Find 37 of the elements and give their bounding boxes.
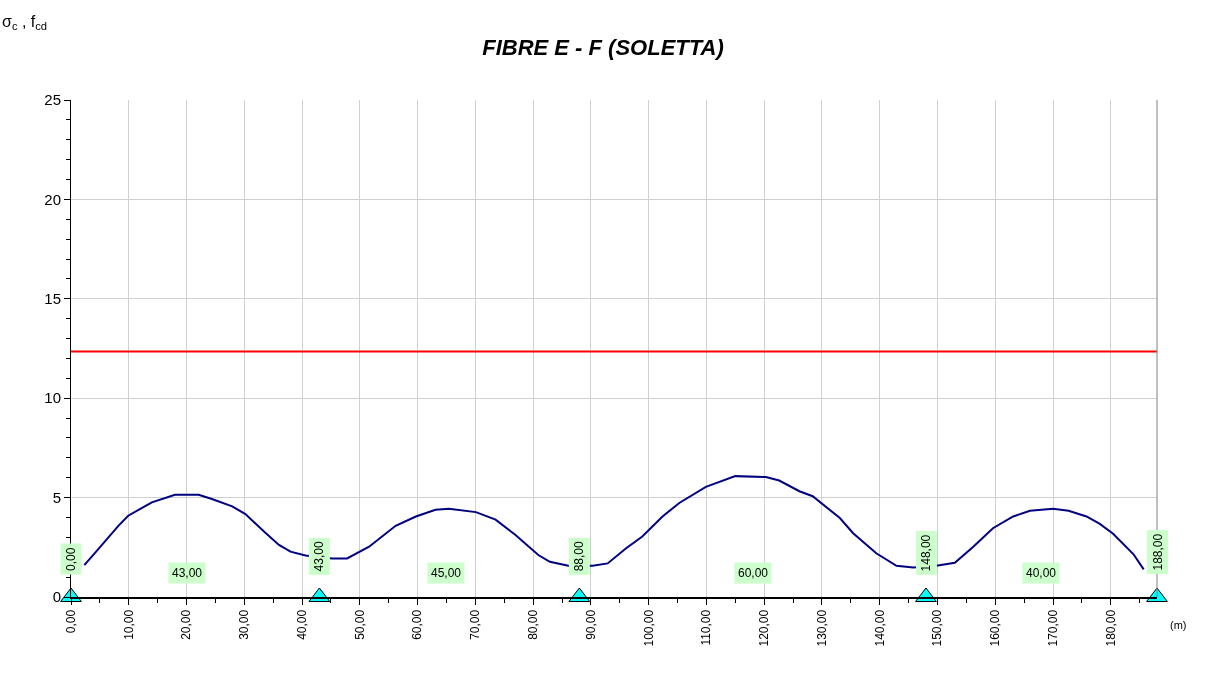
annotation: 40,00 [1026, 566, 1057, 580]
x-tick-label: 30,00 [237, 609, 252, 640]
x-tick-label: 110,00 [699, 609, 714, 646]
x-tick-label: 80,00 [526, 609, 541, 640]
annotation: 60,00 [738, 566, 769, 580]
x-tick-label: 0,00 [63, 609, 78, 634]
x-tick-label: 140,00 [872, 609, 887, 647]
annotation: 0,00 [64, 547, 78, 571]
annotation: 148,00 [919, 534, 934, 572]
y-tick-label: 15 [44, 290, 61, 308]
y-tick-label: 25 [44, 91, 61, 109]
x-tick-label: 160,00 [988, 609, 1003, 647]
x-tick-label: 40,00 [294, 609, 309, 640]
annotation: 45,00 [431, 566, 462, 580]
x-tick-label: 150,00 [930, 609, 945, 647]
x-axis-title: (m) [1170, 619, 1187, 631]
text: σ$_{c}$ , f$_{cd}$ [2, 13, 48, 33]
annotation: 188,00 [1150, 533, 1165, 571]
chart-title: FIBRE E - F (SOLETTA) [482, 34, 724, 60]
x-tick-label: 170,00 [1045, 609, 1060, 647]
x-tick-label: 130,00 [814, 609, 829, 647]
y-tick-label: 20 [44, 190, 61, 208]
x-tick-label: 100,00 [641, 609, 656, 647]
x-tick-label: 50,00 [352, 609, 367, 640]
annotation: 88,00 [572, 540, 587, 572]
x-tick-label: 10,00 [121, 609, 136, 640]
x-tick-label: 90,00 [583, 609, 598, 640]
x-tick-label: 70,00 [468, 609, 483, 640]
y-tick-label: 10 [44, 389, 61, 407]
y-tick-label: 0 [52, 588, 61, 606]
y-tick-label: 5 [52, 488, 61, 506]
x-tick-label: 60,00 [410, 609, 425, 640]
annotation: 43,00 [312, 541, 327, 572]
x-tick-label: 180,00 [1103, 609, 1118, 647]
x-tick-label: 120,00 [757, 609, 772, 647]
annotation: 43,00 [172, 566, 203, 580]
x-tick-label: 20,00 [179, 609, 194, 640]
